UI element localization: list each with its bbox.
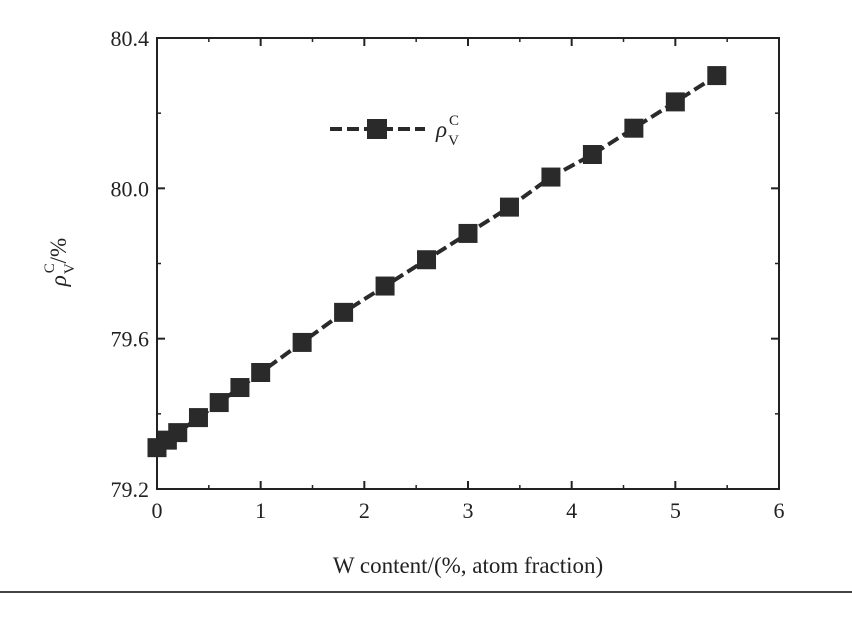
- bottom-rule: [0, 591, 852, 593]
- x-tick-label: 2: [359, 498, 370, 523]
- y-tick-label: 79.6: [111, 327, 150, 352]
- y-tick-label: 80.0: [111, 176, 150, 201]
- y-tick-label: 79.2: [111, 477, 150, 502]
- data-point: [188, 408, 208, 428]
- series-layer: [147, 66, 727, 458]
- axis-ticks: 0 1 2 3 4 5 6 79.2 79.6 80.0 80.4: [111, 26, 785, 523]
- data-point: [458, 223, 478, 243]
- x-tick-label: 4: [566, 498, 577, 523]
- data-point: [665, 92, 685, 112]
- x-tick-label: 0: [152, 498, 163, 523]
- x-tick-label: 1: [255, 498, 266, 523]
- data-point: [375, 276, 395, 296]
- data-point: [230, 378, 250, 398]
- y-tick-label: 80.4: [111, 26, 150, 51]
- data-point: [292, 332, 312, 352]
- x-tick-label: 5: [670, 498, 681, 523]
- data-point: [168, 423, 188, 443]
- y-axis-label: ρC V/%: [42, 238, 78, 287]
- data-point: [251, 362, 271, 382]
- data-point: [334, 302, 354, 322]
- x-axis-label: W content/(%, atom fraction): [333, 553, 603, 578]
- x-tick-label: 3: [463, 498, 474, 523]
- data-point: [209, 393, 229, 413]
- data-point: [541, 167, 561, 187]
- legend-marker: [367, 119, 387, 139]
- data-point: [707, 66, 727, 86]
- data-point: [499, 197, 519, 217]
- data-point: [417, 250, 437, 270]
- data-point: [624, 118, 644, 138]
- plot-frame: [156, 37, 780, 490]
- data-point: [582, 145, 602, 165]
- x-tick-label: 6: [774, 498, 785, 523]
